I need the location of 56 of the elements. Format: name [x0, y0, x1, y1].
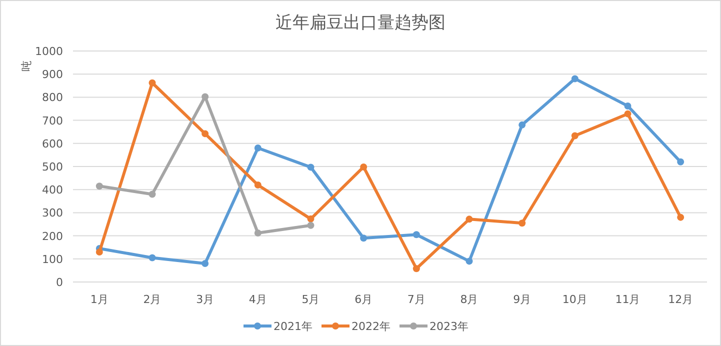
x-tick-label: 9月 [513, 293, 532, 306]
x-tick-label: 10月 [562, 293, 588, 306]
y-tick-label: 200 [42, 230, 63, 243]
y-tick-label: 700 [42, 114, 63, 128]
point [307, 222, 314, 229]
point [254, 144, 262, 152]
point [360, 163, 368, 170]
point [307, 215, 314, 222]
point [518, 220, 526, 227]
y-tick-label: 900 [42, 68, 63, 82]
x-tick-label: 4月 [248, 293, 267, 306]
legend-label: 2023年 [430, 320, 468, 333]
point [96, 248, 103, 256]
point [571, 75, 578, 82]
point [202, 93, 209, 100]
point [148, 254, 156, 262]
point [96, 182, 103, 190]
chart-title: 近年扁豆出口量趋势图 [276, 13, 446, 33]
x-tick-label: 12月 [668, 293, 694, 306]
point [202, 130, 209, 138]
legend-label: 2021年 [274, 320, 312, 333]
x-tick-label: 7月 [407, 293, 426, 306]
point [307, 164, 314, 171]
point [148, 190, 156, 198]
point [624, 110, 632, 118]
point [518, 121, 526, 128]
y-tick-label: 1000 [35, 45, 63, 58]
point [466, 258, 473, 265]
point [677, 158, 684, 166]
point [412, 265, 420, 272]
y-tick-label: 500 [42, 160, 63, 174]
point [360, 234, 368, 242]
y-tick-label: 800 [42, 91, 63, 104]
point [571, 132, 578, 140]
point [412, 231, 420, 238]
legend-label: 2022年 [352, 320, 390, 333]
x-tick-label: 1月 [90, 293, 108, 306]
point [254, 181, 262, 188]
x-tick-label: 11月 [615, 293, 640, 306]
point [677, 214, 684, 221]
x-tick-label: 8月 [460, 293, 478, 306]
y-tick-label: 100 [42, 252, 63, 266]
x-tick-label: 2月 [143, 293, 162, 306]
y-tick-label: 0 [56, 276, 63, 289]
point [624, 102, 632, 110]
x-tick-label: 6月 [354, 293, 373, 306]
y-tick-label: 600 [42, 137, 63, 150]
y-axis-title: 吨 [20, 60, 33, 72]
point [202, 260, 209, 268]
point [254, 230, 262, 237]
y-tick-label: 400 [42, 184, 63, 197]
y-tick-label: 300 [42, 206, 63, 220]
x-tick-label: 3月 [196, 293, 214, 306]
x-tick-label: 5月 [302, 293, 320, 306]
point [148, 79, 156, 86]
point [466, 216, 473, 223]
